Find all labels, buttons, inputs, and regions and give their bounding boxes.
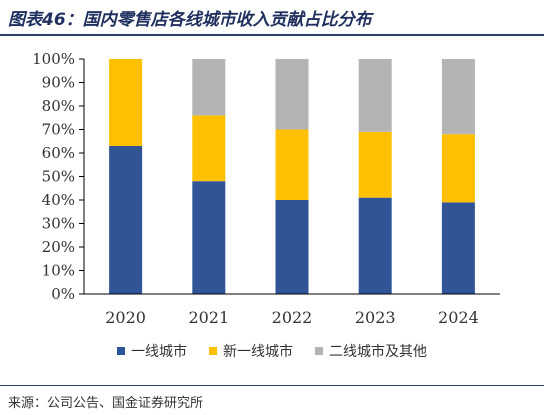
x-tick-label-2020: 2020 bbox=[105, 308, 146, 327]
stacked-bar-chart: 0%10%20%30%40%50%60%70%80%90%100% 2020 20… bbox=[32, 50, 500, 327]
legend-swatch-new-tier1 bbox=[209, 347, 217, 355]
x-tick-label-2022: 2022 bbox=[272, 308, 313, 327]
y-tick-label: 60% bbox=[42, 144, 75, 162]
bar-segment-new-tier1-2021 bbox=[192, 115, 226, 182]
source-note: 来源：公司公告、国金证券研究所 bbox=[8, 396, 204, 411]
x-tick-label-2023: 2023 bbox=[355, 308, 396, 327]
chart-legend: 一线城市 新一线城市 二线城市及其他 bbox=[0, 341, 544, 361]
x-axis: 2020 2021 2022 2023 2024 bbox=[84, 293, 500, 327]
legend-item-tier1: 一线城市 bbox=[117, 341, 187, 361]
bar-segment-tier2-others-2023 bbox=[358, 59, 392, 132]
legend-swatch-tier2-others bbox=[315, 347, 323, 355]
bar-segment-new-tier1-2020 bbox=[109, 59, 143, 146]
y-tick-label: 70% bbox=[42, 121, 75, 139]
y-tick-label: 80% bbox=[42, 97, 75, 115]
bars bbox=[109, 59, 475, 294]
y-tick-label: 40% bbox=[42, 191, 75, 209]
bar-segment-new-tier1-2022 bbox=[275, 129, 309, 200]
legend-swatch-tier1 bbox=[117, 347, 125, 355]
x-tick-label-2024: 2024 bbox=[438, 308, 479, 327]
bar-segment-tier2-others-2024 bbox=[441, 59, 475, 135]
legend-label-tier2-others: 二线城市及其他 bbox=[329, 344, 427, 360]
y-tick-label: 0% bbox=[51, 285, 75, 303]
bar-segment-tier2-others-2021 bbox=[192, 59, 226, 116]
y-tick-label: 20% bbox=[42, 238, 75, 256]
bar-segment-tier1-2024 bbox=[441, 202, 475, 294]
y-tick-label: 10% bbox=[42, 262, 75, 280]
bar-segment-tier1-2023 bbox=[358, 197, 392, 294]
y-tick-label: 30% bbox=[42, 215, 75, 233]
title-divider bbox=[0, 34, 544, 36]
y-tick-label: 100% bbox=[32, 50, 75, 68]
bar-segment-tier1-2021 bbox=[192, 181, 226, 294]
x-tick-label-2021: 2021 bbox=[188, 308, 229, 327]
legend-label-new-tier1: 新一线城市 bbox=[223, 344, 293, 360]
y-tick-label: 90% bbox=[42, 74, 75, 92]
bar-segment-tier2-others-2022 bbox=[275, 59, 309, 130]
chart-title: 图表46：国内零售店各线城市收入贡献占比分布 bbox=[8, 10, 372, 30]
y-tick-label: 50% bbox=[42, 168, 75, 186]
y-axis: 0% 10% 20% 30% 40% 50% 60% 70% 80% 90% 100% bbox=[32, 50, 85, 303]
legend-item-new-tier1: 新一线城市 bbox=[209, 341, 293, 361]
bar-segment-tier1-2022 bbox=[275, 200, 309, 294]
bar-segment-tier1-2020 bbox=[109, 145, 143, 294]
bar-segment-new-tier1-2023 bbox=[358, 131, 392, 198]
source-divider bbox=[0, 385, 544, 386]
legend-label-tier1: 一线城市 bbox=[131, 344, 187, 360]
legend-item-tier2-others: 二线城市及其他 bbox=[315, 341, 427, 361]
bar-segment-new-tier1-2024 bbox=[441, 134, 475, 203]
